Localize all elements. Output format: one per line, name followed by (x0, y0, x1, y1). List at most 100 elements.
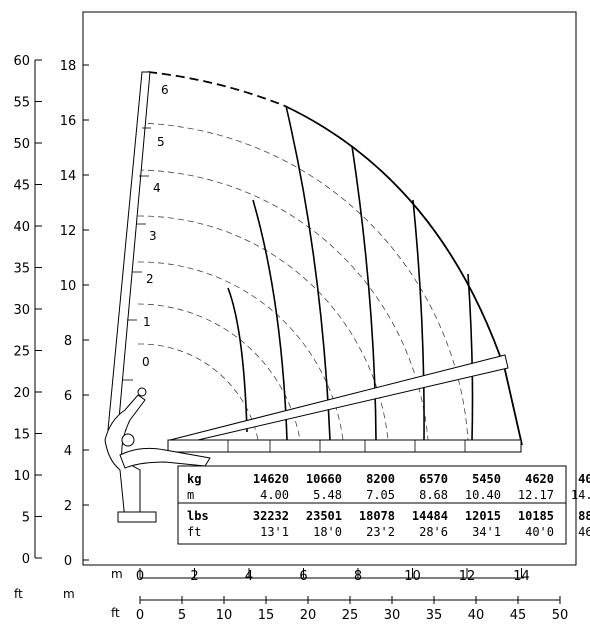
boom-inclined (169, 354, 509, 447)
load-table-cell-kg: 4620 (525, 472, 554, 486)
reach-arc-1 (137, 303, 301, 441)
extension-label: 4 (153, 181, 161, 195)
load-table-kg-label: kg (187, 472, 201, 486)
load-table-cell-ft: 23'2 (366, 525, 395, 539)
load-table-cell-kg: 10660 (306, 472, 342, 486)
ft-bottom-tick-label: 10 (216, 608, 233, 623)
unit-ft-left: ft (14, 587, 23, 601)
m-axis-left-ticks: 0 2 4 6 8 10 12 14 16 18 (60, 59, 89, 569)
load-curves (227, 105, 474, 441)
reach-arcs (137, 122, 469, 441)
load-curve-9m (351, 145, 377, 441)
m-bottom-tick-label: 4 (245, 569, 253, 584)
extension-labels: 0 1 2 3 4 5 6 (142, 83, 169, 369)
ft-left-tick-label: 20 (13, 386, 30, 401)
m-bottom-tick-label: 12 (459, 569, 476, 584)
ft-bottom-tick-label: 15 (258, 608, 275, 623)
unit-m-bottom: m (111, 567, 123, 581)
diagram-frame (82, 11, 577, 566)
boom-horizontal-segments (227, 440, 466, 452)
ft-bottom-tick-label: 0 (136, 608, 144, 623)
ft-left-tick-label: 5 (22, 511, 30, 526)
ft-bottom-tick-label: 30 (384, 608, 401, 623)
load-table-cell-ft: 28'6 (419, 525, 448, 539)
ft-left-tick-label: 40 (13, 220, 30, 235)
load-table-cell-m: 4.00 (260, 488, 289, 502)
load-table-cell-ft: 46'0 (578, 525, 590, 539)
ft-bottom-tick-label: 35 (426, 608, 443, 623)
ft-axis-bottom-ticks: 0 5 10 15 20 25 30 35 40 45 50 (136, 596, 568, 623)
extension-label: 1 (143, 315, 151, 329)
load-table-cell-ft: 40'0 (525, 525, 554, 539)
m-left-tick-label: 2 (64, 499, 72, 514)
m-left-tick-label: 12 (60, 224, 77, 239)
load-curve-7m (285, 105, 331, 441)
load-curve-12m (467, 273, 474, 441)
ft-left-tick-label: 55 (13, 96, 30, 111)
load-table-cell-lbs: 23501 (306, 509, 342, 523)
load-table-cell-ft: 34'1 (472, 525, 501, 539)
m-left-tick-label: 4 (64, 444, 72, 459)
load-table-cell-lbs: 12015 (465, 509, 501, 523)
load-table-cell-kg: 4010 (578, 472, 590, 486)
ft-left-tick-label: 60 (13, 54, 30, 69)
ft-left-tick-label: 35 (13, 262, 30, 277)
m-axis-bottom-ticks: 0 2 4 6 8 10 12 14 (136, 568, 530, 584)
ft-axis-left-ticks: 0 5 10 15 20 25 30 35 40 45 50 55 60 (13, 54, 42, 567)
m-left-tick-label: 0 (64, 554, 72, 569)
load-table-cell-ft: 18'0 (313, 525, 342, 539)
ft-bottom-tick-label: 40 (468, 608, 485, 623)
load-curve-4m (227, 287, 248, 433)
load-table-cell-ft: 13'1 (260, 525, 289, 539)
load-table-lbs-label: lbs (187, 509, 209, 523)
load-table-cell-m: 12.17 (518, 488, 554, 502)
load-table-cell-lbs: 18078 (359, 509, 395, 523)
load-table-cell-m: 7.05 (366, 488, 395, 502)
load-table-cell-lbs: 32232 (253, 509, 289, 523)
load-curve-5m (252, 199, 288, 441)
boom-vertical (107, 71, 151, 431)
unit-ft-bottom: ft (111, 606, 120, 620)
m-bottom-tick-label: 8 (354, 569, 362, 584)
ft-left-tick-label: 45 (13, 179, 30, 194)
ft-bottom-tick-label: 25 (342, 608, 359, 623)
load-table-cell-lbs: 8841 (578, 509, 590, 523)
ft-left-tick-label: 30 (13, 303, 30, 318)
load-table-cells: 14620 10660 8200 6570 5450 4620 4010 4.00 5.48 7.… (253, 472, 590, 539)
m-left-tick-label: 10 (60, 279, 77, 294)
load-table-cell-kg: 14620 (253, 472, 289, 486)
ft-bottom-tick-label: 20 (300, 608, 317, 623)
envelope-arc-top (147, 71, 286, 107)
load-table-cell-m: 10.40 (465, 488, 501, 502)
load-table-m-label: m (187, 488, 194, 502)
load-table-cell-m: 14.00 (571, 488, 590, 502)
ft-bottom-tick-label: 45 (510, 608, 527, 623)
m-bottom-tick-label: 14 (513, 569, 530, 584)
load-table-cell-lbs: 14484 (412, 509, 448, 523)
envelope-arc (284, 105, 523, 446)
reach-arc-3 (137, 215, 389, 441)
extension-label: 6 (161, 83, 169, 97)
ft-left-tick-label: 0 (22, 552, 30, 567)
m-bottom-tick-label: 6 (299, 569, 307, 584)
load-table-cell-lbs: 10185 (518, 509, 554, 523)
m-left-tick-label: 18 (60, 59, 77, 74)
load-table (177, 465, 567, 545)
m-bottom-tick-label: 10 (404, 569, 421, 584)
extension-label: 0 (142, 355, 150, 369)
m-left-tick-label: 16 (60, 114, 77, 129)
m-left-tick-label: 8 (64, 334, 72, 349)
ft-bottom-tick-label: 50 (552, 608, 569, 623)
ft-left-tick-label: 10 (13, 469, 30, 484)
m-bottom-tick-label: 0 (136, 569, 144, 584)
m-left-tick-label: 6 (64, 389, 72, 404)
reach-arc-4 (137, 169, 429, 441)
load-table-cell-kg: 5450 (472, 472, 501, 486)
extension-label: 2 (146, 272, 154, 286)
ft-bottom-tick-label: 5 (178, 608, 186, 623)
extension-label: 5 (157, 135, 165, 149)
reach-arc-5 (137, 122, 469, 441)
ft-left-tick-label: 50 (13, 137, 30, 152)
load-table-cell-kg: 8200 (366, 472, 395, 486)
